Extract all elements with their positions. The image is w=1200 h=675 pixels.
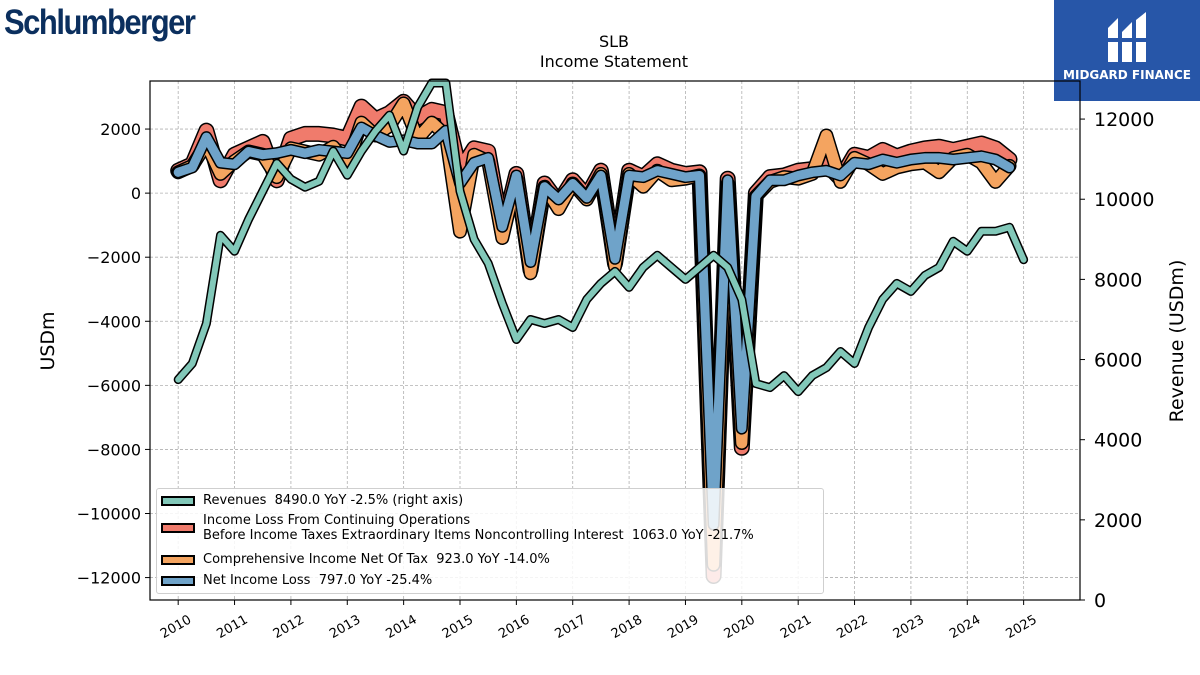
x-tick-label: 2025	[1003, 612, 1039, 642]
series-2	[172, 121, 1016, 531]
y-axis-label: USDm	[37, 311, 59, 370]
legend-label: Revenues 8490.0 YoY -2.5% (right axis)	[203, 493, 464, 508]
y-right-tick-label: 4000	[1094, 430, 1142, 452]
x-tick-label: 2019	[665, 612, 701, 642]
y-tick-label: −6000	[87, 376, 141, 395]
y-tick-label: −10000	[77, 505, 141, 524]
chart-legend: Revenues 8490.0 YoY -2.5% (right axis) In…	[156, 488, 824, 594]
x-tick-label: 2018	[609, 612, 645, 642]
x-tick-label: 2014	[383, 612, 419, 642]
x-tick-label: 2021	[778, 612, 814, 642]
x-tick-label: 2022	[834, 612, 870, 642]
legend-item: Revenues 8490.0 YoY -2.5% (right axis)	[161, 493, 463, 508]
legend-label: Income Loss From Continuing Operations B…	[203, 513, 754, 543]
x-tick-label: 2016	[496, 612, 532, 642]
y-tick-label: −2000	[87, 248, 141, 267]
y-tick-label: 2000	[100, 120, 141, 139]
y-right-tick-label: 8000	[1094, 269, 1142, 291]
midgard-mark-icon	[1108, 12, 1146, 62]
chart-title: SLB	[599, 32, 629, 51]
y-tick-label: −12000	[77, 569, 141, 588]
x-tick-label: 2020	[722, 612, 758, 642]
y-tick-label: −4000	[87, 312, 141, 331]
x-tick-label: 2012	[271, 612, 307, 642]
series-line	[173, 123, 1014, 530]
legend-item: Income Loss From Continuing Operations B…	[161, 513, 754, 543]
y-axis-right-label: Revenue (USDm)	[1166, 260, 1188, 423]
x-tick-label: 2011	[214, 612, 250, 642]
legend-swatch	[161, 554, 195, 565]
series-3	[173, 78, 1029, 397]
legend-swatch	[161, 523, 195, 533]
y-tick-label: −8000	[87, 440, 141, 459]
y-right-tick-label: 2000	[1094, 510, 1142, 532]
schlumberger-logo: Schlumberger	[4, 2, 196, 43]
legend-label: Net Income Loss 797.0 YoY -25.4%	[203, 573, 433, 588]
y-right-tick-label: 6000	[1094, 350, 1142, 372]
x-tick-label: 2024	[947, 612, 983, 642]
midgard-finance-logo: MIDGARD FINANCE	[1054, 0, 1200, 101]
legend-label: Comprehensive Income Net Of Tax 923.0 Yo…	[203, 552, 550, 567]
y-right-tick-label: 10000	[1094, 189, 1154, 211]
x-tick-label: 2010	[158, 612, 194, 642]
legend-swatch	[161, 575, 195, 586]
midgard-finance-label: MIDGARD FINANCE	[1063, 68, 1191, 82]
x-tick-label: 2017	[553, 612, 589, 642]
y-right-tick-label: 12000	[1094, 109, 1154, 131]
y-right-tick-label: 0	[1094, 590, 1106, 612]
legend-item: Comprehensive Income Net Of Tax 923.0 Yo…	[161, 552, 550, 567]
y-tick-label: 0	[131, 184, 141, 203]
legend-swatch	[161, 495, 195, 506]
plot-area	[170, 78, 1029, 584]
chart-subtitle: Income Statement	[540, 52, 688, 71]
x-tick-label: 2023	[891, 612, 927, 642]
x-tick-label: 2013	[327, 612, 363, 642]
legend-item: Net Income Loss 797.0 YoY -25.4%	[161, 573, 432, 588]
x-tick-label: 2015	[440, 612, 476, 642]
series-line	[175, 80, 1027, 395]
plot-frame	[149, 80, 1081, 601]
